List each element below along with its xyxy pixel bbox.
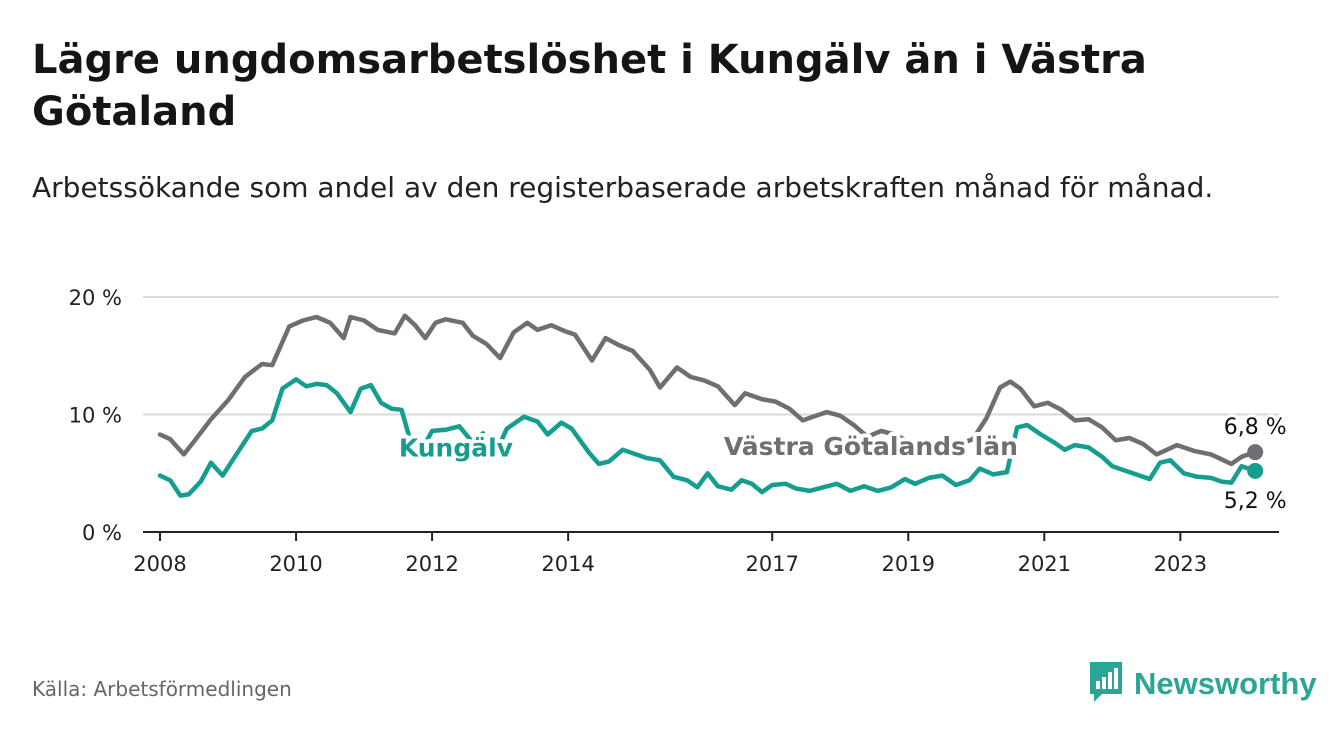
gridlines	[143, 296, 1279, 416]
x-tick-label: 2012	[405, 552, 458, 576]
x-tick-label: 2014	[541, 552, 594, 576]
y-tick-label: 0 %	[82, 521, 122, 545]
y-axis-labels: 0 % 10 % 20 %	[69, 286, 122, 545]
x-tick-label: 2021	[1018, 552, 1071, 576]
x-axis: 2008 2010 2012 2014 2017 2019 2021 2023	[133, 531, 1279, 576]
vastra-gotaland-end-marker	[1247, 444, 1264, 461]
line-chart: 2008 2010 2012 2014 2017 2019 2021 2023 0 % 10 %…	[69, 286, 1290, 576]
vastra-gotaland-line	[157, 313, 1258, 467]
x-tick-label: 2010	[269, 552, 322, 576]
kungalv-line	[157, 377, 1258, 498]
brand-name: Newsworthy	[1134, 666, 1317, 701]
newsworthy-logo-icon	[1088, 660, 1124, 708]
kungalv-end-marker	[1247, 462, 1264, 479]
series-lines	[157, 313, 1264, 498]
brand-logo: Newsworthy	[1088, 660, 1317, 708]
series-labels: Västra Götalands län 6,8 % Kungälv 5,2 %	[395, 412, 1290, 517]
chart-subtitle: Arbetssökande som andel av den registerb…	[32, 171, 1214, 204]
source-note: Källa: Arbetsförmedlingen	[32, 677, 292, 701]
kungalv-label: Kungälv	[399, 433, 513, 462]
vastra-gotaland-end-label: 6,8 %	[1224, 415, 1287, 440]
chart-title: Lägre ungdomsarbetslöshet i Kungälv än i…	[32, 37, 1147, 135]
x-tick-label: 2008	[133, 552, 186, 576]
vastra-gotaland-label: Västra Götalands län	[724, 432, 1018, 461]
x-tick-label: 2019	[882, 552, 935, 576]
x-tick-label: 2017	[745, 552, 798, 576]
kungalv-end-label: 5,2 %	[1224, 489, 1287, 514]
x-tick-label: 2023	[1154, 552, 1207, 576]
y-tick-label: 20 %	[69, 286, 122, 310]
y-tick-label: 10 %	[69, 404, 122, 428]
